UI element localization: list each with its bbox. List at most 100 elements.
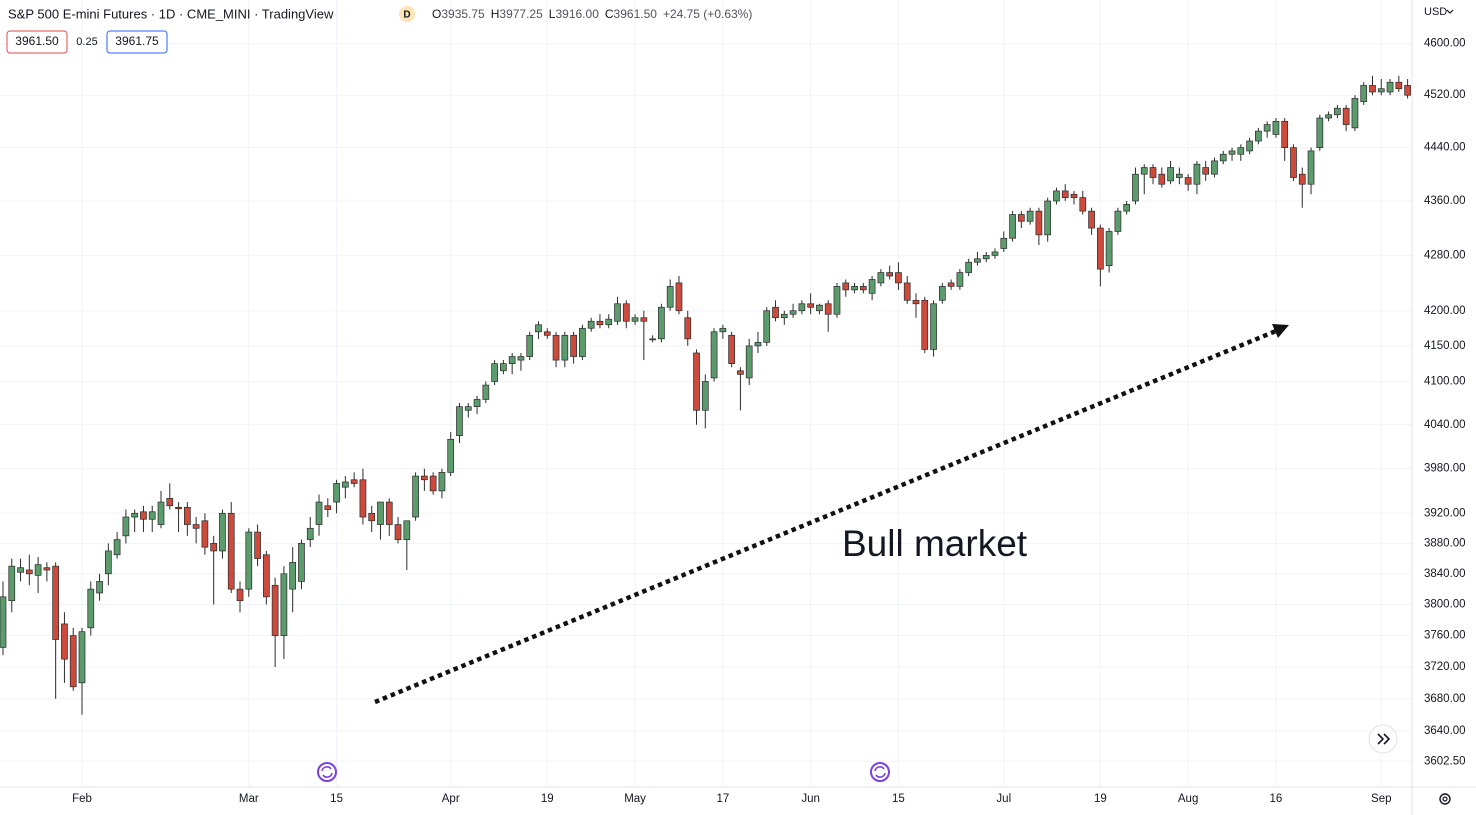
candle-body (17, 567, 24, 573)
ask-box[interactable] (106, 30, 168, 54)
candle-body (500, 363, 507, 372)
currency-caret (1446, 9, 1454, 14)
ask[interactable]: 3961.75 (115, 34, 159, 48)
candle-body (1219, 153, 1227, 162)
candle-body (8, 565, 16, 602)
bid[interactable]: 3961.50 (15, 34, 59, 48)
candle-body (1298, 173, 1306, 185)
candle-body (1342, 107, 1350, 125)
candle-body (429, 475, 437, 492)
candle-body (34, 564, 42, 576)
candle-body (1395, 81, 1403, 90)
y-tick-label: 3640.00 (1424, 725, 1466, 737)
candle-body (403, 520, 411, 540)
y-tick-label: 3980.00 (1424, 463, 1466, 475)
candle-body (78, 631, 86, 684)
candle-body (1079, 197, 1087, 212)
ohlc-label: L (549, 7, 556, 21)
candle-body (1386, 81, 1394, 93)
candle-body (412, 475, 419, 518)
candle-body (192, 524, 200, 529)
candle-body (1307, 150, 1315, 185)
candle-body (719, 327, 727, 333)
candle-body (745, 345, 753, 379)
candle-body (1377, 88, 1385, 93)
candle-body (210, 543, 218, 552)
y-tick-label: 4100.00 (1424, 376, 1466, 388)
candle-body (491, 363, 498, 382)
event-icon[interactable] (870, 762, 890, 782)
candle-body (324, 505, 332, 510)
candle-body (385, 501, 393, 525)
candle-body (1123, 204, 1131, 212)
candle-body (131, 512, 139, 518)
candle-body (1070, 193, 1078, 198)
ohlc-value: 3935.75 (441, 7, 485, 21)
candle-body (508, 356, 516, 364)
x-tick-label: Sep (1371, 793, 1391, 805)
candle-body (605, 318, 613, 326)
candle-body (614, 303, 621, 322)
candle-body (912, 299, 920, 305)
candle-body (52, 565, 60, 640)
candle-body (87, 588, 95, 629)
candle-body (842, 282, 850, 291)
candle-body (368, 512, 376, 522)
x-tick-label: Apr (442, 793, 460, 805)
candle-body (280, 573, 288, 636)
bid-box[interactable] (6, 30, 68, 54)
event-icon[interactable] (317, 762, 337, 782)
ohlc-value: 3977.25 (499, 7, 543, 21)
candle-body (377, 501, 384, 525)
candle-body (1211, 160, 1218, 175)
grid (0, 0, 1412, 787)
ohlc-label: C (605, 7, 614, 21)
y-tick-label: 4150.00 (1424, 340, 1466, 352)
candle-body (543, 331, 551, 336)
candle-body (517, 356, 525, 361)
candle-body (780, 313, 788, 319)
candle-body (1351, 98, 1359, 129)
candle-body (157, 501, 165, 525)
candle-body (1316, 117, 1324, 148)
candle-body (763, 310, 771, 343)
candle-body (219, 512, 226, 552)
candle-body (991, 251, 999, 256)
candle-body (1132, 173, 1139, 202)
x-tick-label: 19 (1094, 793, 1107, 805)
currency[interactable]: USD (1424, 6, 1447, 18)
candle-body (947, 282, 955, 287)
candle-body (526, 334, 534, 357)
candle-body (701, 381, 709, 411)
candles (0, 75, 1411, 715)
candle-body (482, 384, 490, 400)
candle-body (798, 303, 806, 312)
candle-body (886, 272, 894, 277)
candle-body (289, 562, 297, 590)
candle-body (104, 550, 112, 575)
x-tick-label: Aug (1178, 793, 1198, 805)
settings-button[interactable] (1439, 793, 1451, 805)
candle-body (921, 299, 929, 350)
candle-body (298, 543, 305, 582)
scroll-to-latest-button[interactable] (1368, 724, 1398, 754)
x-tick-label: 19 (541, 793, 554, 805)
candle-body (1035, 210, 1043, 236)
candle-body (245, 531, 253, 590)
annotation: Bull market (842, 523, 1028, 564)
candle-body (1325, 114, 1332, 119)
candle-body (640, 317, 648, 322)
y-tick-label: 3800.00 (1424, 599, 1466, 611)
candle-body (1193, 163, 1201, 185)
candle-body (306, 527, 314, 540)
y-tick-label: 3840.00 (1424, 568, 1466, 580)
candle-body (693, 352, 700, 411)
candle-body (183, 506, 191, 525)
candle-body (1184, 177, 1192, 185)
candle-body (570, 334, 577, 357)
candle-body (1149, 167, 1157, 178)
candle-body (263, 554, 270, 598)
x-tick-label: May (624, 793, 646, 805)
